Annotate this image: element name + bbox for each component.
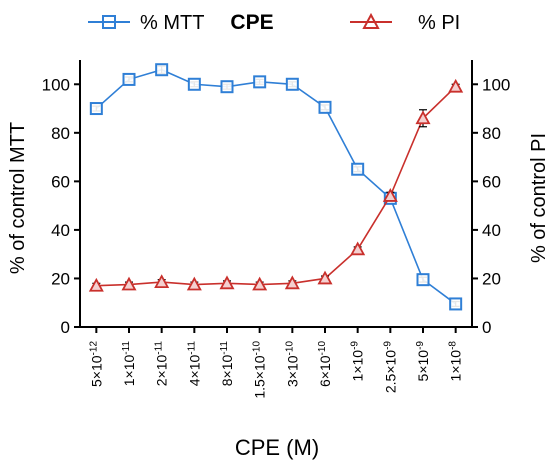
legend-pi-marker xyxy=(362,12,380,29)
y-left-tick-label: 20 xyxy=(51,269,70,288)
legend-item-mtt: % MTT xyxy=(88,12,204,34)
y-right-tick-label: 40 xyxy=(482,221,501,240)
x-tick-label: 8×10-11 xyxy=(219,341,236,387)
pi-point xyxy=(415,110,431,125)
x-axis-label: CPE (M) xyxy=(235,435,319,460)
mtt-point xyxy=(187,77,201,91)
mtt-point xyxy=(122,72,136,86)
y-left-tick-label: 100 xyxy=(42,75,70,94)
y-axis-label-right: % of control PI xyxy=(528,133,550,263)
mtt-point xyxy=(89,102,103,116)
y-right-tick-label: 80 xyxy=(482,124,501,143)
y-axis-label-left: % of control MTT xyxy=(7,122,29,274)
x-tick-label: 3×10-10 xyxy=(284,341,301,387)
mtt-point xyxy=(416,273,430,287)
pi-point xyxy=(121,276,137,291)
series-line-1 xyxy=(96,86,457,287)
mtt-point xyxy=(253,75,267,89)
pi-point xyxy=(350,241,366,256)
legend-pi-label: % PI xyxy=(418,12,460,34)
y-right-tick-label: 100 xyxy=(482,75,510,94)
pi-point xyxy=(317,270,333,285)
x-tick-label: 2.5×10-9 xyxy=(382,341,399,394)
y-right-tick-label: 20 xyxy=(482,269,501,288)
x-tick-label: 5×10-12 xyxy=(88,341,105,387)
pi-point xyxy=(382,188,398,202)
legend: % MTT CPE % PI xyxy=(88,11,460,34)
mtt-point xyxy=(318,100,332,114)
data-marks xyxy=(88,63,464,311)
x-tick-label: 2×10-11 xyxy=(153,341,170,387)
pi-point xyxy=(252,276,268,291)
pi-point xyxy=(186,276,202,291)
legend-item-pi: % PI xyxy=(350,12,460,34)
mtt-point xyxy=(351,162,365,176)
axes: 0 20 40 60 80 100 0 20 40 60 80 100 5×10-12 1×10-11 2×… xyxy=(42,60,510,399)
legend-mtt-marker xyxy=(102,15,116,29)
x-tick-label: 5×10-9 xyxy=(415,341,432,382)
mtt-point xyxy=(285,77,299,91)
x-tick-label: 4×10-11 xyxy=(186,341,203,387)
x-tick-label: 1.5×10-10 xyxy=(251,341,268,399)
pi-point xyxy=(448,78,464,93)
y-right-tick-label: 60 xyxy=(482,172,501,191)
y-left-tick-label: 60 xyxy=(51,172,70,191)
chart-title: CPE xyxy=(230,11,273,34)
x-tick-label: 1×10-8 xyxy=(447,341,464,382)
mtt-point xyxy=(155,63,169,77)
pi-point xyxy=(88,277,104,292)
series-line-0 xyxy=(95,68,457,305)
y-left-tick-label: 80 xyxy=(51,124,70,143)
y-left-tick-label: 40 xyxy=(51,221,70,240)
pi-point xyxy=(154,274,170,288)
legend-mtt-label: % MTT xyxy=(140,12,204,34)
pi-point xyxy=(284,275,300,290)
mtt-point xyxy=(220,80,234,94)
pi-point xyxy=(219,275,235,290)
y-left-tick-label: 0 xyxy=(61,318,70,337)
x-tick-label: 1×10-9 xyxy=(349,341,366,382)
x-tick-label: 6×10-10 xyxy=(317,341,334,387)
y-right-tick-label: 0 xyxy=(482,318,491,337)
x-tick-label: 1×10-11 xyxy=(121,341,138,387)
mtt-point xyxy=(449,297,463,311)
